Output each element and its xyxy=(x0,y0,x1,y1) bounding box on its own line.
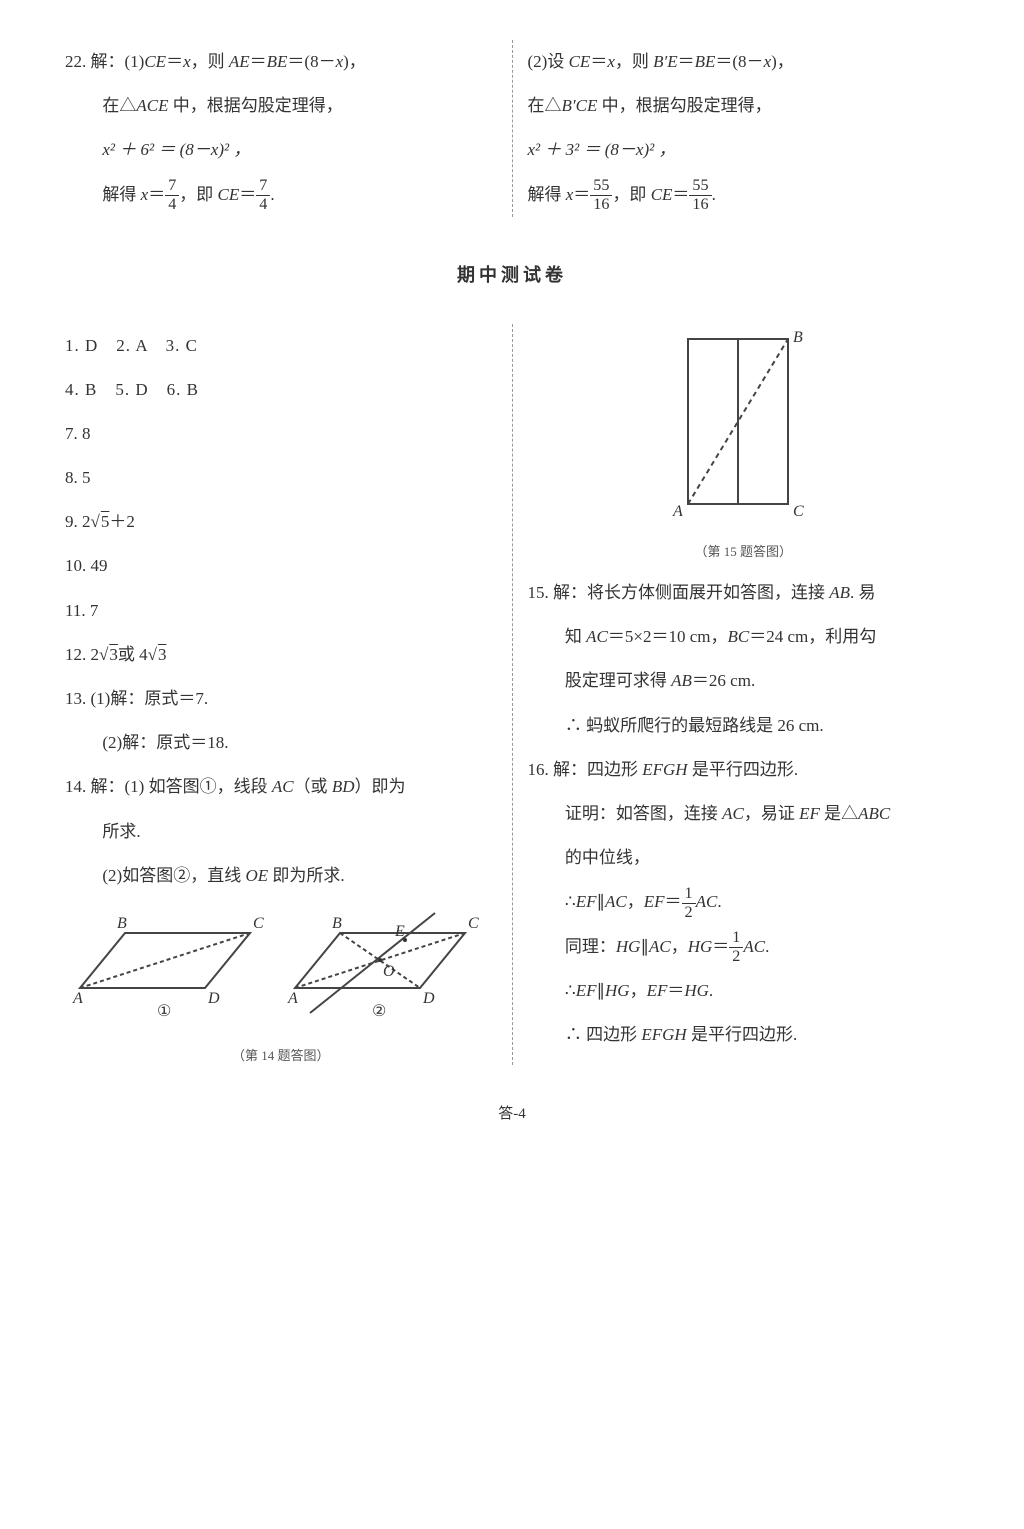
svg-text:D: D xyxy=(422,990,435,1007)
ans-12: 12. 23或 43 xyxy=(65,633,497,677)
ans-1-3: 1. D 2. A 3. C xyxy=(65,324,497,368)
ans-15-l2: 知 AC＝5×2＝10 cm，BC＝24 cm，利用勾 xyxy=(528,615,960,659)
svg-text:C: C xyxy=(253,915,264,932)
ans-16-l7: ∴ 四边形 EFGH 是平行四边形. xyxy=(528,1013,960,1057)
ans-11: 11. 7 xyxy=(65,589,497,633)
ans-14-1: 14. 解：(1) 如答图①，线段 AC（或 BD）即为 xyxy=(65,765,497,809)
ans-10: 10. 49 xyxy=(65,544,497,588)
ans-14-1b: 所求. xyxy=(65,810,497,854)
page-footer: 答-4 xyxy=(50,1095,974,1134)
q22-l-line2: 在△ACE 中，根据勾股定理得， xyxy=(65,84,497,128)
fig15: A B C （第 15 题答图） xyxy=(528,324,960,562)
q22-l-line1: 22. 解：(1)CE＝x，则 AE＝BE＝(8－x)， xyxy=(65,40,497,84)
section-title: 期中测试卷 xyxy=(50,252,974,299)
ans-7: 7. 8 xyxy=(65,412,497,456)
fig15-svg: A B C xyxy=(653,324,833,534)
svg-text:B: B xyxy=(793,329,803,346)
ans-15-l3: 股定理可求得 AB＝26 cm. xyxy=(528,659,960,703)
ans-16-l6: ∴EF∥HG，EF＝HG. xyxy=(528,969,960,1013)
svg-text:E: E xyxy=(394,923,405,940)
ans-13-2: (2)解：原式＝18. xyxy=(65,721,497,765)
svg-text:A: A xyxy=(672,503,683,520)
q22-r-line2: 在△B′CE 中，根据勾股定理得， xyxy=(528,84,960,128)
fig14-svg: A B C D ① A B C xyxy=(65,908,485,1038)
ans-15-l1: 15. 解：将长方体侧面展开如答图，连接 AB. 易 xyxy=(528,571,960,615)
svg-text:C: C xyxy=(468,915,479,932)
ans-8: 8. 5 xyxy=(65,456,497,500)
svg-text:O: O xyxy=(383,963,395,980)
ans-9: 9. 25＋2 xyxy=(65,500,497,544)
q22-r-line4: 解得 x＝5516，即 CE＝5516. xyxy=(528,173,960,217)
ans-16-l5: 同理：HG∥AC，HG＝12AC. xyxy=(528,925,960,969)
svg-text:A: A xyxy=(287,990,298,1007)
ans-16-l4: ∴EF∥AC，EF＝12AC. xyxy=(528,880,960,924)
q22-l-line4: 解得 x＝74，即 CE＝74. xyxy=(65,173,497,217)
ans-13-1: 13. (1)解：原式＝7. xyxy=(65,677,497,721)
ans-4-6: 4. B 5. D 6. B xyxy=(65,368,497,412)
svg-text:A: A xyxy=(72,990,83,1007)
q22-l-line3: x² ＋ 6² ＝ (8－x)² ， xyxy=(65,128,497,172)
svg-text:D: D xyxy=(207,990,220,1007)
answers-right: A B C （第 15 题答图） 15. 解：将长方体侧面展开如答图，连接 AB… xyxy=(513,324,975,1066)
ans-16-l1: 16. 解：四边形 EFGH 是平行四边形. xyxy=(528,748,960,792)
fig15-caption: （第 15 题答图） xyxy=(528,542,960,562)
svg-text:①: ① xyxy=(157,1003,171,1020)
svg-text:B: B xyxy=(117,915,127,932)
fig14: A B C D ① A B C xyxy=(65,908,497,1066)
q22-block: 22. 解：(1)CE＝x，则 AE＝BE＝(8－x)， 在△ACE 中，根据勾… xyxy=(50,40,974,217)
ans-14-2: (2)如答图②，直线 OE 即为所求. xyxy=(65,854,497,898)
ans-16-l2: 证明：如答图，连接 AC，易证 EF 是△ABC xyxy=(528,792,960,836)
answers-left: 1. D 2. A 3. C 4. B 5. D 6. B 7. 8 8. 5 … xyxy=(50,324,513,1066)
q22-left: 22. 解：(1)CE＝x，则 AE＝BE＝(8－x)， 在△ACE 中，根据勾… xyxy=(50,40,513,217)
svg-text:B: B xyxy=(332,915,342,932)
answers-block: 1. D 2. A 3. C 4. B 5. D 6. B 7. 8 8. 5 … xyxy=(50,324,974,1066)
ans-15-l4: ∴ 蚂蚁所爬行的最短路线是 26 cm. xyxy=(528,704,960,748)
q22-r-line1: (2)设 CE＝x，则 B′E＝BE＝(8－x)， xyxy=(528,40,960,84)
ans-16-l3: 的中位线， xyxy=(528,836,960,880)
fig14-caption: （第 14 题答图） xyxy=(65,1046,497,1066)
q22-right: (2)设 CE＝x，则 B′E＝BE＝(8－x)， 在△B′CE 中，根据勾股定… xyxy=(513,40,975,217)
svg-text:C: C xyxy=(793,503,804,520)
q22-r-line3: x² ＋ 3² ＝ (8－x)² ， xyxy=(528,128,960,172)
svg-text:②: ② xyxy=(372,1003,386,1020)
